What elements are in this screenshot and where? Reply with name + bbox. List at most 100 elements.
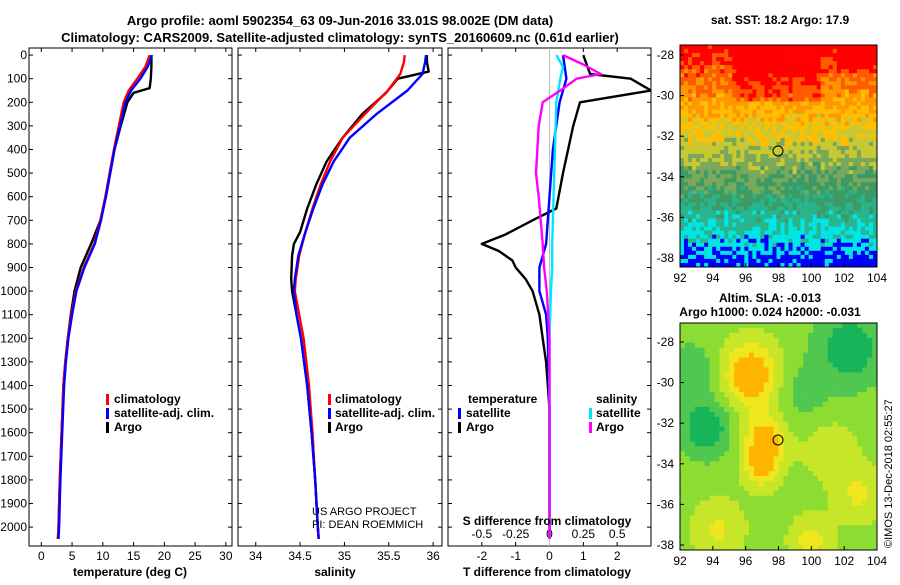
sst-cell	[784, 238, 789, 244]
sst-cell	[720, 166, 725, 171]
sst-cell	[780, 262, 785, 268]
sst-cell	[696, 105, 701, 110]
sst-cell	[704, 190, 709, 195]
sla-cell	[680, 451, 686, 457]
sla-cell	[704, 342, 710, 348]
sst-cell	[756, 81, 761, 86]
sst-cell	[776, 234, 781, 240]
sst-cell	[872, 186, 878, 191]
sst-cell	[704, 69, 709, 74]
sst-cell	[704, 61, 709, 66]
sst-cell	[680, 97, 685, 102]
sst-cell	[852, 226, 858, 231]
sla-cell	[812, 357, 819, 363]
sst-cell	[868, 153, 874, 159]
sst-cell	[768, 162, 773, 167]
sst-cell	[720, 230, 725, 236]
sst-cell	[724, 198, 729, 203]
sla-cell	[867, 475, 873, 482]
sst-cell	[720, 226, 725, 231]
sst-cell	[804, 238, 809, 244]
sst-cell	[864, 89, 870, 94]
sst-cell	[692, 77, 697, 82]
sla-cell	[744, 490, 750, 497]
sst-cell	[800, 129, 805, 135]
sst-cell	[692, 246, 697, 252]
sst-cell	[784, 246, 789, 252]
sst-cell	[744, 109, 749, 114]
sst-cell	[748, 166, 753, 171]
sla-cell	[768, 337, 774, 344]
sst-cell	[840, 230, 846, 236]
sst-cell	[800, 158, 805, 163]
sst-cell	[684, 238, 689, 244]
map-x-tick-label: 94	[706, 554, 720, 568]
sla-cell	[773, 495, 779, 501]
salinity-panel-frame	[237, 47, 443, 547]
sst-cell	[784, 194, 789, 199]
sst-cell	[856, 174, 862, 179]
sst-cell	[752, 53, 757, 58]
sla-cell	[699, 535, 705, 541]
sla-cell	[734, 367, 740, 373]
sla-cell	[827, 490, 833, 497]
sst-cell	[720, 141, 725, 147]
sst-cell	[708, 174, 713, 179]
sla-cell	[778, 377, 784, 383]
sst-cell	[860, 117, 866, 122]
sla-cell	[699, 495, 705, 501]
sla-cell	[724, 436, 730, 442]
sst-cell	[736, 190, 741, 195]
sla-cell	[773, 545, 779, 551]
sst-cell	[820, 93, 826, 98]
sst-cell	[740, 61, 745, 66]
sla-cell	[822, 500, 829, 506]
sst-cell	[728, 174, 733, 179]
sla-cell	[793, 466, 799, 472]
sst-cell	[804, 61, 809, 66]
sst-cell	[776, 133, 781, 139]
sst-cell	[684, 149, 689, 155]
sla-cell	[748, 337, 755, 344]
sst-cell	[868, 158, 874, 163]
sla-cell	[857, 342, 863, 348]
sla-cell	[862, 327, 868, 334]
sst-cell	[728, 93, 733, 98]
sst-cell	[772, 218, 777, 223]
sla-cell	[817, 480, 824, 487]
sla-cell	[753, 362, 760, 368]
sst-cell	[848, 246, 854, 252]
sst-cell	[692, 101, 697, 106]
salinity-legend: climatology satellite-adj. clim. Argo	[328, 392, 435, 434]
sla-cell	[837, 520, 843, 526]
sst-cell	[700, 93, 705, 98]
sst-cell	[808, 254, 813, 260]
sla-cell	[680, 426, 686, 432]
sst-cell	[704, 57, 709, 62]
sla-cell	[714, 490, 720, 497]
sst-cell	[860, 178, 866, 183]
sla-cell	[714, 545, 720, 551]
sst-cell	[772, 93, 777, 98]
sst-cell	[748, 254, 753, 260]
sst-cell	[720, 178, 725, 183]
sla-cell	[768, 500, 774, 506]
sst-cell	[828, 109, 834, 114]
sst-cell	[772, 69, 777, 74]
sla-cell	[867, 510, 873, 516]
sst-cell	[856, 214, 862, 219]
sla-cell	[808, 495, 814, 501]
sst-cell	[704, 137, 709, 143]
sst-cell	[860, 230, 866, 236]
sla-cell	[817, 387, 824, 393]
sst-cell	[712, 85, 717, 90]
sst-cell	[792, 198, 797, 203]
sst-cell	[844, 73, 850, 78]
sst-cell	[728, 246, 733, 252]
sst-cell	[800, 53, 805, 58]
sst-cell	[860, 73, 866, 78]
sst-cell	[860, 53, 866, 58]
sst-cell	[756, 186, 761, 191]
sst-cell	[780, 125, 785, 131]
sst-cell	[804, 262, 809, 268]
